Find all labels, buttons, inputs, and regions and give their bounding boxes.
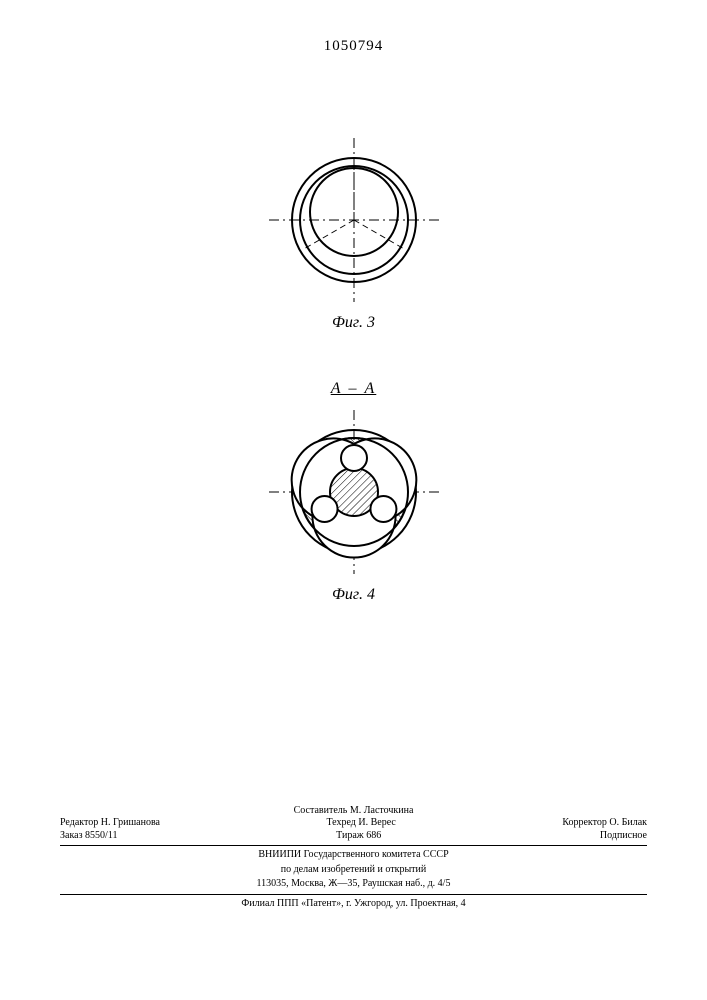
- figure-4-caption: Фиг. 4: [0, 586, 707, 604]
- page: 1050794 Фиг. 3 А – А Фиг. 4 Составитель …: [0, 0, 707, 1000]
- figure-3-caption: Фиг. 3: [0, 314, 707, 332]
- footer-order: Заказ 8550/11: [60, 830, 117, 843]
- footer-address1: 113035, Москва, Ж—35, Раушская наб., д. …: [60, 878, 647, 891]
- footer-editor: Редактор Н. Гришанова: [60, 817, 160, 830]
- footer-credits-row: Редактор Н. Гришанова Техред И. Верес Ко…: [60, 817, 647, 830]
- footer-circulation: Тираж 686: [336, 830, 381, 843]
- figure-4: А – А Фиг. 4: [0, 380, 707, 604]
- footer-org1: ВНИИПИ Государственного комитета СССР: [60, 849, 647, 862]
- footer-techred: Техред И. Верес: [326, 817, 395, 830]
- figure-3-drawing: [254, 130, 454, 310]
- footer-order-row: Заказ 8550/11 Тираж 686 Подписное: [60, 830, 647, 843]
- footer-address2: Филиал ППП «Патент», г. Ужгород, ул. Про…: [60, 898, 647, 911]
- footer-corrector: Корректор О. Билак: [562, 817, 647, 830]
- footer-compiler: Составитель М. Ласточкина: [60, 805, 647, 818]
- footer-block: Составитель М. Ласточкина Редактор Н. Гр…: [60, 803, 647, 911]
- figure-3: Фиг. 3: [0, 130, 707, 332]
- figure-4-drawing: [254, 402, 454, 582]
- footer-divider-2: [60, 894, 647, 895]
- footer-subscription: Подписное: [600, 830, 647, 843]
- footer-divider-1: [60, 845, 647, 846]
- footer-org2: по делам изобретений и открытий: [60, 864, 647, 877]
- document-number: 1050794: [0, 38, 707, 55]
- figure-4-section-label: А – А: [0, 380, 707, 398]
